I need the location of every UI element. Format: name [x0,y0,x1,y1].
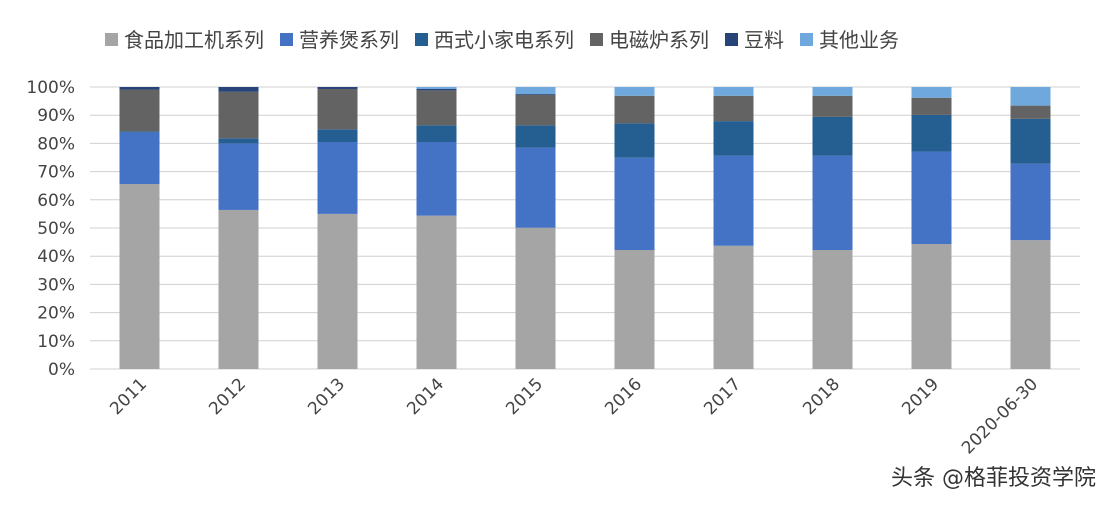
y-tick-label: 50% [37,219,75,239]
bar-segment [416,141,457,216]
y-tick-label: 90% [37,106,75,126]
y-tick-label: 10% [37,332,75,352]
bar-segment [515,125,556,148]
y-tick-label: 70% [37,163,75,183]
bar-segment [1010,163,1051,241]
bar-segment [416,125,457,142]
bar-segment [119,132,160,185]
legend-swatch [415,33,428,46]
bar-segment [317,87,358,89]
bar-segment [119,89,160,132]
x-tick-label: 2014 [403,374,448,419]
bar-segment [317,88,358,130]
bar-segment [416,215,457,369]
bar-segment [911,87,952,98]
bar-segment [911,244,952,369]
bar-segment [911,97,952,115]
bar-segment [218,138,259,144]
bar-segment [713,95,754,122]
bar-segment [812,95,853,117]
bar-segment [911,114,952,152]
bar-segment [119,184,160,369]
legend-label: 电磁炉系列 [609,28,709,52]
bar-segment [1010,87,1051,106]
x-tick-label: 2020-06-30 [958,374,1042,458]
y-tick-label: 40% [37,247,75,267]
bar-segment [218,87,259,92]
bar-segment [416,88,457,91]
bar-segment [317,213,358,369]
bar-segment [713,87,754,96]
bar-segment [515,94,556,95]
y-tick-label: 0% [48,360,75,380]
bar-segment [119,131,160,133]
bar-segment [416,90,457,126]
x-tick-label: 2015 [502,374,547,419]
x-tick-label: 2011 [106,374,151,419]
legend-swatch [280,33,293,46]
y-tick-label: 20% [37,304,75,324]
x-tick-label: 2019 [898,374,943,419]
legend-label: 营养煲系列 [299,28,399,52]
bar-segment [317,129,358,142]
bar-segment [515,147,556,228]
bar-segment [614,95,655,124]
y-tick-label: 60% [37,191,75,211]
bar-segment [416,87,457,89]
bar-segment [317,141,358,214]
bar-segment [812,249,853,369]
bar-segment [713,155,754,246]
bar-segment [713,121,754,156]
bar-segment [515,94,556,126]
legend-swatch [105,33,118,46]
bar-segment [1010,105,1051,119]
bar-segment [812,116,853,156]
bar-segment [713,245,754,369]
bar-segment [218,209,259,369]
legend-label: 西式小家电系列 [434,28,574,52]
x-tick-label: 2018 [799,374,844,419]
bar-segment [614,249,655,369]
legend-label: 食品加工机系列 [124,28,264,52]
legend-swatch [590,33,603,46]
bar-segment [614,123,655,158]
legend-swatch [800,33,813,46]
bar-segment [812,87,853,96]
bar-segment [218,143,259,210]
legend-label: 其他业务 [819,28,899,52]
bar-segment [515,227,556,369]
x-tick-label: 2012 [205,374,250,419]
bar-segment [812,155,853,250]
legend-label: 豆料 [744,28,784,52]
bar-segment [614,87,655,96]
y-tick-label: 80% [37,134,75,154]
x-tick-label: 2017 [700,374,745,419]
bar-segment [1010,240,1051,369]
watermark: 头条 @格菲投资学院 [891,466,1096,491]
legend-swatch [725,33,738,46]
y-tick-label: 100% [26,78,75,98]
bar-segment [614,157,655,250]
y-tick-label: 30% [37,275,75,295]
bar-segment [218,91,259,139]
bar-segment [515,87,556,95]
x-tick-label: 2013 [304,374,349,419]
bar-segment [119,87,160,90]
x-tick-label: 2016 [601,374,646,419]
bar-segment [911,151,952,245]
bar-segment [1010,118,1051,164]
